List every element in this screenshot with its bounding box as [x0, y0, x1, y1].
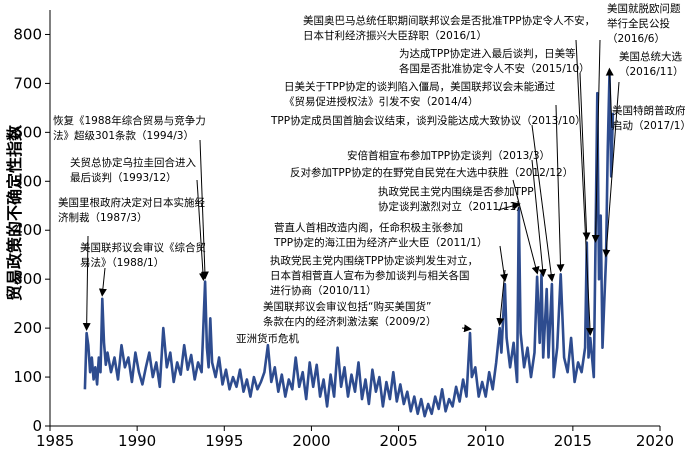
annotation-text: 最后谈判（1993/12）	[70, 171, 177, 184]
annotation: TPP协定成员国首脑会议结束，谈判没能达成大致协议（2013/10）	[270, 114, 586, 283]
annotation-arrow	[82, 235, 91, 332]
annotation-arrow	[499, 245, 508, 283]
x-tick-label: 2010	[467, 432, 505, 450]
annotation-text: （2016/6）	[607, 33, 665, 45]
annotation-text: 条款在内的经济刺激法案（2009/2）	[263, 315, 436, 328]
annotation-text: 日美关于TPP协定的谈判陷入僵局，美国联邦议会未能通过	[284, 80, 556, 93]
annotation: 亚洲货币危机	[236, 332, 299, 345]
annotation: 菅直人首相改造内阁，任命积极主张参加 TPP协定的海江田为经济产业大臣（2011/…	[273, 221, 508, 283]
y-tick-label: 600	[13, 123, 42, 141]
annotation-text: 关贸总协定乌拉圭回合进入	[70, 156, 196, 169]
y-tick-label: 400	[13, 221, 42, 239]
annotation-text: 美国特朗普政府	[612, 104, 686, 117]
y-tick-label: 0	[32, 417, 42, 435]
annotation-text: 恢复《1988年综合贸易与竞争力	[53, 114, 206, 127]
annotation: 安倍首相宣布参加TPP协定谈判（2013/3）	[347, 149, 550, 278]
annotation-arrow	[605, 67, 614, 129]
y-tick-label: 200	[13, 319, 42, 337]
series-line	[83, 72, 615, 418]
annotation: 美国奥巴马总统任职期间联邦议会是否批准TPP协定令人不安， 日本甘利经济振兴大臣辞…	[303, 14, 595, 336]
x-ticks: 1985 1990 1995 2000 2005 2010 2015 2020	[36, 426, 674, 450]
annotation-arrow	[497, 201, 521, 211]
annotation-text: 日本甘利经济振兴大臣辞职（2016/1）	[303, 29, 487, 42]
annotation-text: TPP协定的海江田为经济产业大臣（2011/1）	[273, 236, 488, 249]
annotation: 日美关于TPP协定的谈判陷入僵局，美国联邦议会未能通过《贸易促进授权法》引发不安…	[284, 80, 565, 273]
annotation-text: 美国里根政府决定对日本实施经	[58, 196, 205, 209]
annotation-arrow	[196, 179, 207, 282]
annotation-arrow	[575, 39, 594, 336]
annotation: 美国总统大选 （2016/11）	[602, 50, 684, 258]
y-tick-label: 500	[13, 172, 42, 190]
annotation-text: 美国奥巴马总统任职期间联邦议会是否批准TPP协定令人不安，	[303, 14, 595, 27]
annotation-text: 举行全民公投	[607, 17, 670, 30]
x-tick-label: 2020	[636, 432, 674, 450]
y-axis-label: 贸易政策的不确定性指数	[5, 124, 24, 301]
annotation-text: 为达成TPP协定进入最后谈判，日美等	[399, 47, 576, 60]
annotation-text: （2016/11）	[619, 66, 684, 78]
annotation-arrow	[579, 72, 591, 241]
annotation-arrow	[512, 179, 540, 275]
annotation-text: 进行协商（2010/11）	[270, 284, 377, 297]
annotation-text: 美国联邦议会审议《综合贸	[80, 241, 206, 254]
annotation-text: 反对参加TPP协定的在野党自民党在大选中获胜（2012/12）	[290, 166, 573, 179]
annotation-text: 美国联邦议会审议包括“购买美国货”	[263, 300, 431, 313]
annotation: 反对参加TPP协定的在野党自民党在大选中获胜（2012/12）	[290, 166, 573, 275]
annotation-text: 美国总统大选	[619, 50, 682, 63]
annotation: 执政党民主党内围绕是否参加TPP 协定谈判激烈对立（2011/11）	[378, 185, 534, 213]
y-tick-label: 800	[13, 25, 42, 43]
y-ticks: 0 100 200 300 400 500 600 700 800	[13, 25, 50, 435]
annotation-arrow	[98, 267, 107, 297]
annotation-arrow	[199, 139, 209, 280]
annotation-text: 易法》（1988/1）	[80, 256, 164, 269]
annotation-text: 《贸易促进授权法》引发不安（2014/4）	[284, 95, 478, 108]
annotation-arrow	[531, 159, 547, 278]
x-tick-label: 1985	[36, 432, 74, 450]
annotation-text: 济制裁（1987/3）	[58, 211, 147, 224]
annotation-text: 执政党民主党内围绕TPP协定谈判发生对立，	[270, 254, 478, 267]
annotation-text: 日本首相菅直人宣布为参加谈判与相关各国	[270, 269, 470, 282]
annotation-text: 各国是否批准协定令人不安（2015/10）	[399, 62, 590, 75]
annotation-arrow	[591, 39, 601, 243]
annotation-text: 执政党民主党内围绕是否参加TPP	[378, 185, 534, 198]
annotation-text: 安倍首相宣布参加TPP协定谈判（2013/3）	[347, 149, 550, 162]
annotation-text: 菅直人首相改造内阁，任命积极主张参加	[274, 221, 463, 234]
x-tick-label: 2000	[292, 432, 330, 450]
annotation-text: 亚洲货币危机	[236, 332, 299, 345]
annotation: 美国联邦议会审议包括“购买美国货” 条款在内的经济刺激法案（2009/2）	[263, 300, 473, 333]
x-tick-label: 1990	[118, 432, 156, 450]
x-tick-label: 2015	[554, 432, 592, 450]
annotation-arrow	[555, 104, 565, 273]
annotation: 执政党民主党内围绕TPP协定谈判发生对立， 日本首相菅直人宣布为参加谈判与相关各国…	[270, 254, 506, 327]
annotation-arrow	[531, 124, 556, 283]
annotation-text: 启动（2017/1）	[612, 119, 688, 132]
annotation-arrow	[461, 324, 473, 333]
y-tick-label: 100	[13, 368, 42, 386]
x-tick-label: 1995	[205, 432, 243, 450]
annotation-text: 协定谈判激烈对立（2011/11）	[378, 200, 527, 213]
annotation-text: 法》超级301条款（1994/3）	[53, 129, 194, 142]
y-tick-label: 700	[13, 74, 42, 92]
x-tick-label: 2005	[379, 432, 417, 450]
annotation-arrow	[602, 81, 620, 258]
annotations: 恢复《1988年综合贸易与竞争力法》超级301条款（1994/3）关贸总协定乌拉…	[53, 2, 688, 345]
annotation-text: 美国就脱欧问题	[607, 2, 681, 15]
annotation-text: TPP协定成员国首脑会议结束，谈判没能达成大致协议（2013/10）	[270, 114, 586, 127]
y-tick-label: 300	[13, 270, 42, 288]
